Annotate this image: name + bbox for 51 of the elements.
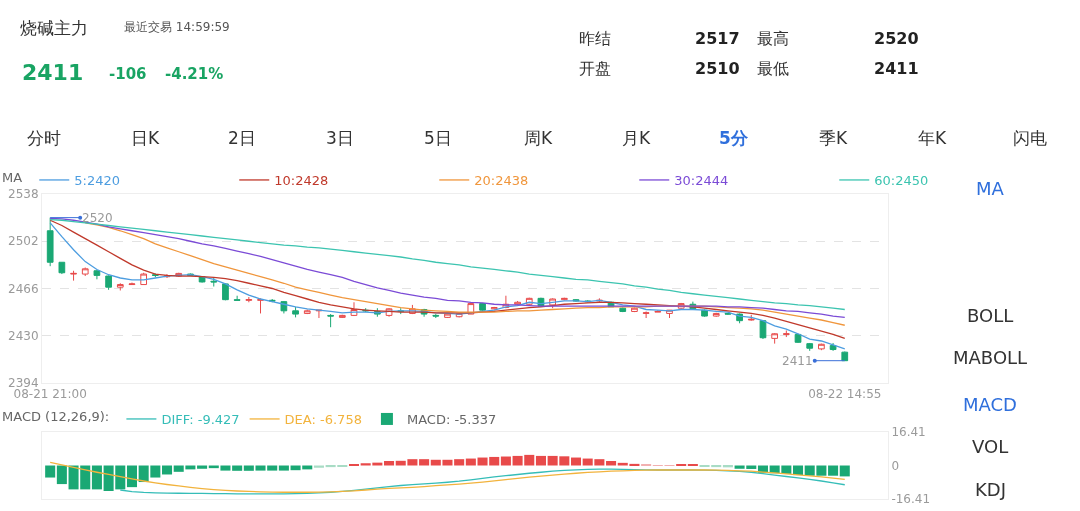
text: 2411: [874, 59, 919, 78]
text: 3日: [326, 128, 354, 148]
x-tick-label: 08-21 21:00: [13, 387, 87, 402]
x-tick-label: 08-22 14:55: [808, 387, 882, 402]
text: 季K: [819, 128, 848, 148]
chart-subtitle: 最近交易 14:59:59: [124, 20, 230, 34]
y-tick-label: -16.41: [891, 492, 931, 507]
y-tick-label: 2466: [8, 281, 39, 296]
text: 月K: [622, 128, 651, 148]
chart-title: 烧碱主力: [20, 17, 88, 38]
text: BOLL: [967, 305, 1014, 326]
legend-label: DEA: -6.758: [284, 412, 362, 428]
text: 日K: [131, 128, 160, 148]
legend-label: 5:2420: [74, 173, 120, 189]
legend-title: MACD (12,26,9):: [2, 408, 114, 424]
legend-label: 10:2428: [274, 173, 329, 189]
legend-label: DIFF: -9.427: [161, 412, 240, 428]
text: VOL: [972, 436, 1009, 457]
y-tick-label: 16.41: [891, 425, 926, 440]
legend-title: MA: [2, 169, 27, 185]
y-tick-label: 2502: [8, 234, 39, 249]
text: MACD: [963, 394, 1017, 415]
text: 昨结: [579, 29, 611, 48]
y-tick-label: 2538: [8, 187, 39, 202]
legend-label: 60:2450: [874, 173, 929, 189]
legend-label: MACD: -5.337: [406, 412, 497, 428]
text: 闪电: [1013, 128, 1047, 148]
text: 最低: [757, 59, 789, 78]
annotation: 2411: [782, 354, 813, 368]
text: 2510: [695, 59, 740, 78]
text: 5日: [424, 128, 452, 148]
text: 2517: [695, 29, 740, 48]
text: MABOLL: [953, 347, 1028, 368]
text: 开盘: [579, 59, 611, 78]
text: 周K: [524, 128, 553, 148]
legend-label: 30:2444: [674, 173, 729, 189]
text: 2日: [228, 128, 256, 148]
text: KDJ: [975, 479, 1006, 500]
annotation: 2520: [82, 211, 113, 225]
text: 分时: [27, 128, 61, 148]
y-tick-label: 0: [891, 458, 900, 473]
text: -106: [109, 65, 147, 83]
text: 最高: [757, 29, 789, 48]
text: MA: [976, 178, 1005, 199]
text: -4.21%: [165, 65, 224, 83]
text: 2411: [22, 60, 84, 85]
text: 2520: [874, 29, 919, 48]
y-tick-label: 2430: [8, 328, 39, 343]
legend-label: 20:2438: [474, 173, 529, 189]
text: 年K: [918, 128, 947, 148]
text: 5分: [719, 128, 749, 148]
